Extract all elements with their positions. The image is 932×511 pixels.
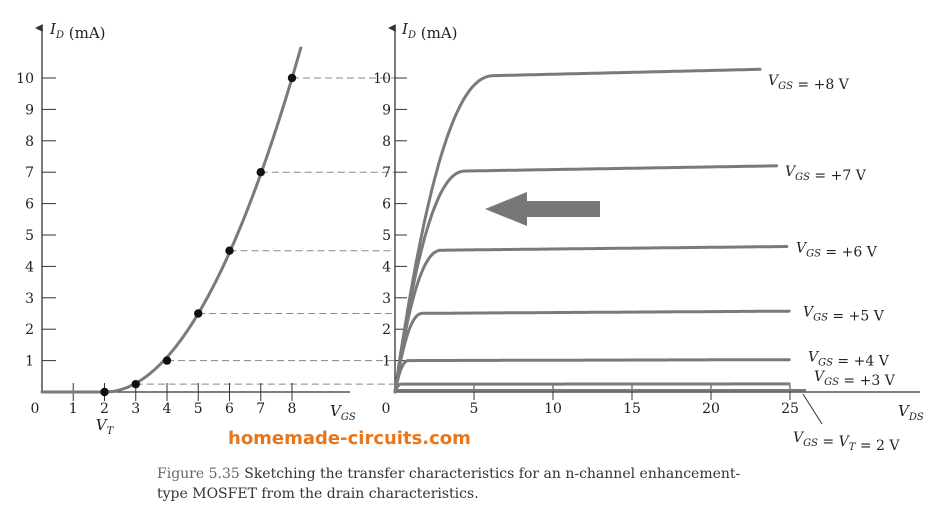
drain-y-axis-label: ID (mA) bbox=[401, 20, 458, 42]
drain-y-tick-label: 3 bbox=[382, 291, 391, 307]
vt-label: VT bbox=[96, 416, 115, 437]
transfer-curve bbox=[40, 46, 303, 394]
figure-caption-line2: type MOSFET from the drain characteristi… bbox=[157, 486, 479, 502]
drain-x-tick-label: 5 bbox=[470, 401, 479, 417]
drain-y-tick-label: 5 bbox=[382, 228, 391, 244]
transfer-y-tick-label: 3 bbox=[25, 291, 34, 307]
transfer-point bbox=[131, 379, 140, 389]
transfer-point bbox=[225, 246, 234, 255]
transfer-x-tick-label: 0 bbox=[31, 401, 40, 417]
drain-curve-label: VGS = +6 V bbox=[796, 241, 878, 261]
drain-curve-label: VGS = +4 V bbox=[808, 350, 890, 370]
drain-curve bbox=[393, 309, 791, 394]
drain-curve bbox=[393, 245, 789, 394]
drain-y-tick-label: 1 bbox=[382, 354, 391, 370]
drain-y-tick-label: 7 bbox=[382, 165, 391, 181]
transfer-x-tick-label: 4 bbox=[163, 401, 172, 417]
vt-curve-label: VGS = VT = 2 V bbox=[793, 430, 900, 454]
drain-curve-label: VGS = +5 V bbox=[803, 305, 885, 325]
transfer-y-tick-label: 7 bbox=[25, 165, 34, 181]
transfer-x-tick-label: 2 bbox=[100, 401, 109, 417]
drain-y-tick-label: 2 bbox=[382, 322, 391, 338]
drain-x-tick-label: 15 bbox=[623, 401, 641, 417]
transfer-x-tick-label: 7 bbox=[256, 401, 265, 417]
transfer-x-tick-label: 3 bbox=[131, 401, 140, 417]
drain-y-tick-label: 4 bbox=[382, 259, 391, 275]
drain-x-tick-label: 10 bbox=[544, 401, 562, 417]
projection-lines bbox=[135, 77, 395, 385]
curves bbox=[40, 46, 806, 397]
transfer-point bbox=[194, 309, 203, 318]
watermark: homemade-circuits.com bbox=[228, 428, 471, 449]
transfer-y-tick-label: 8 bbox=[25, 134, 34, 150]
transfer-x-tick-label: 8 bbox=[288, 401, 297, 417]
drain-x-tick-label: 0 bbox=[382, 401, 391, 417]
transfer-y-tick-label: 1 bbox=[25, 354, 34, 370]
drain-curve-label: VGS = +7 V bbox=[785, 164, 867, 184]
drain-y-tick-label: 9 bbox=[382, 102, 391, 118]
drain-curve bbox=[393, 164, 779, 394]
transfer-y-tick-label: 9 bbox=[25, 102, 34, 118]
transfer-x-axis-label: VGS bbox=[330, 402, 356, 423]
labels: 1 2 3 4 5 6 7 8 9 10 0 1 2 3 4 5 6 7 8 ID (mA) VGS VT 1 2 3 4 5 6 7 8… bbox=[16, 20, 924, 502]
drain-curve bbox=[393, 382, 791, 394]
left-arrow-icon bbox=[485, 192, 600, 226]
drain-y-tick-label: 8 bbox=[382, 134, 391, 150]
drain-y-tick-label: 6 bbox=[382, 197, 391, 213]
transfer-x-tick-label: 6 bbox=[225, 401, 234, 417]
transfer-y-tick-label: 5 bbox=[25, 228, 34, 244]
transfer-y-tick-label: 2 bbox=[25, 322, 34, 338]
drain-y-tick-label: 10 bbox=[373, 71, 391, 87]
figure-caption-line1: Figure 5.35 Sketching the transfer chara… bbox=[157, 466, 741, 482]
transfer-point bbox=[287, 73, 297, 83]
transfer-y-tick-label: 6 bbox=[25, 197, 34, 213]
transfer-x-tick-label: 1 bbox=[69, 401, 78, 417]
transfer-y-axis-label: ID (mA) bbox=[49, 20, 106, 42]
transfer-point bbox=[256, 168, 265, 177]
vt-leader-line bbox=[802, 393, 823, 425]
drain-x-tick-label: 25 bbox=[781, 401, 799, 417]
transfer-y-tick-label: 4 bbox=[25, 259, 34, 275]
transfer-x-tick-label: 5 bbox=[194, 401, 203, 417]
drain-x-axis-label: VDS bbox=[898, 402, 924, 423]
drain-curve-label: VGS = +8 V bbox=[768, 73, 850, 93]
transfer-point bbox=[162, 356, 172, 365]
drain-curve bbox=[393, 358, 791, 394]
transfer-y-tick-label: 10 bbox=[16, 71, 34, 87]
transfer-point bbox=[100, 387, 109, 397]
drain-curve bbox=[393, 67, 762, 394]
drain-x-tick-label: 20 bbox=[702, 401, 720, 417]
drain-curve-label: VGS = +3 V bbox=[814, 369, 896, 389]
